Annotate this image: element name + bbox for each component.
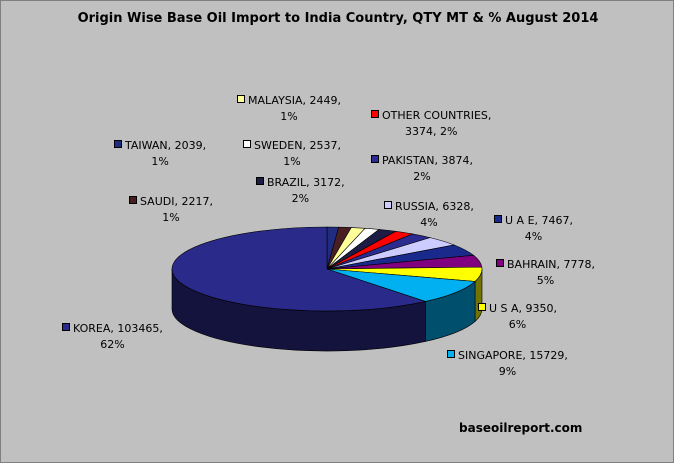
legend-swatch: [371, 110, 379, 118]
slice-label-box: SWEDEN, 2537, 1%: [243, 138, 341, 170]
slice-label: BRAZIL, 3172, 2%: [267, 176, 345, 205]
legend-swatch: [129, 196, 137, 204]
legend-swatch: [243, 140, 251, 148]
slice-label: TAIWAN, 2039, 1%: [125, 139, 207, 168]
legend-swatch: [371, 155, 379, 163]
legend-swatch: [494, 215, 502, 223]
legend-swatch: [237, 95, 245, 103]
legend-swatch: [496, 259, 504, 267]
slice: [171, 226, 427, 312]
slice: [326, 268, 476, 302]
slice-label: SWEDEN, 2537, 1%: [254, 139, 341, 168]
legend-swatch: [384, 201, 392, 209]
source: baseoilreport.com: [459, 421, 583, 435]
slice-label: BAHRAIN, 7778, 5%: [507, 258, 596, 287]
slice-label-box: BAHRAIN, 7778, 5%: [496, 257, 595, 289]
slice-label: SINGAPORE, 15729, 9%: [458, 349, 568, 378]
slice-label-box: BRAZIL, 3172, 2%: [256, 175, 345, 207]
slice-label: SAUDI, 2217, 1%: [140, 195, 213, 224]
slice-label: PAKISTAN, 3874, 2%: [382, 154, 473, 183]
legend-swatch: [114, 140, 122, 148]
legend-swatch: [478, 303, 486, 311]
slice-label-box: KOREA, 103465, 62%: [62, 321, 163, 353]
chart-title: Origin Wise Base Oil Import to India Cou…: [77, 11, 599, 26]
legend-swatch: [447, 350, 455, 358]
slice-label-box: RUSSIA, 6328, 4%: [384, 199, 474, 231]
legend-swatch: [256, 177, 264, 185]
slice-label: U S A, 9350, 6%: [489, 302, 558, 331]
legend-swatch: [62, 323, 70, 331]
slice-label: MALAYSIA, 2449, 1%: [248, 94, 342, 123]
slice-label: RUSSIA, 6328, 4%: [395, 200, 474, 229]
slice-label-box: U S A, 9350, 6%: [478, 301, 557, 333]
slice-label-box: PAKISTAN, 3874, 2%: [371, 153, 473, 185]
slice-label-box: SAUDI, 2217, 1%: [129, 194, 213, 226]
slice-label: U A E, 7467, 4%: [505, 214, 574, 243]
slice-label-box: TAIWAN, 2039, 1%: [114, 138, 206, 170]
slice-label-box: SINGAPORE, 15729, 9%: [447, 348, 568, 380]
slice-label-box: OTHER COUNTRIES, 3374, 2%: [371, 108, 491, 140]
slice-label-box: U A E, 7467, 4%: [494, 213, 573, 245]
slice-label: OTHER COUNTRIES, 3374, 2%: [382, 109, 492, 138]
slice-label: KOREA, 103465, 62%: [73, 322, 163, 351]
slice-label-box: MALAYSIA, 2449, 1%: [237, 93, 341, 125]
